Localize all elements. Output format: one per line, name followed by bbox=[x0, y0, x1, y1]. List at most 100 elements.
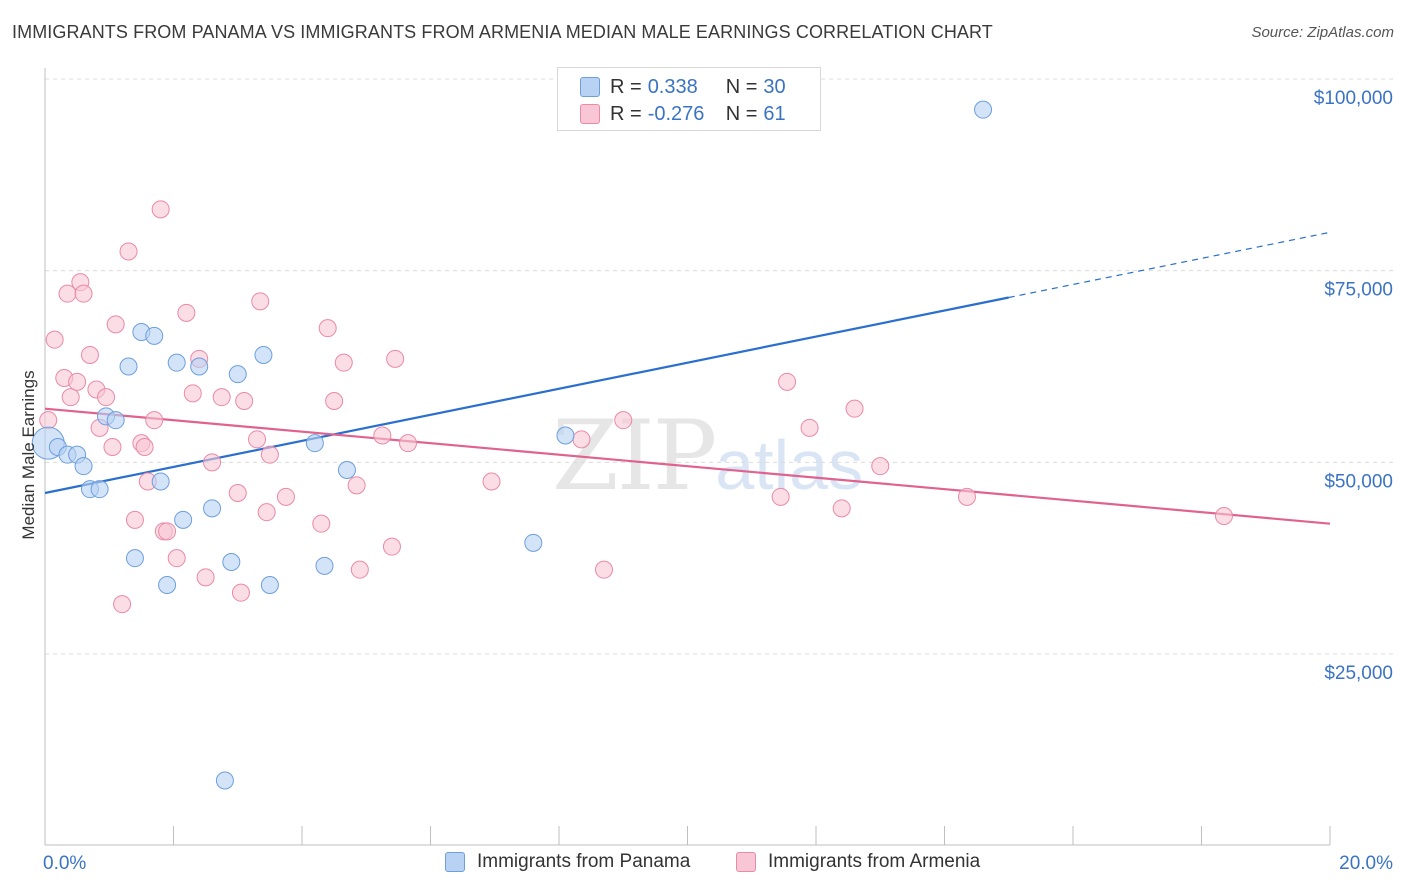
legend-row-panama: R = 0.338 N = 30 bbox=[580, 74, 786, 100]
panama-legend-swatch bbox=[445, 852, 465, 872]
legend-label-panama: Immigrants from Panama bbox=[477, 851, 691, 872]
panama-point bbox=[74, 457, 93, 476]
armenia-point bbox=[800, 418, 819, 437]
armenia-point bbox=[318, 319, 337, 338]
armenia-point bbox=[125, 510, 144, 529]
y-tick-label: $75,000 bbox=[1324, 280, 1393, 301]
armenia-point bbox=[177, 303, 196, 322]
r-value-armenia: -0.276 bbox=[647, 102, 705, 125]
armenia-point bbox=[235, 392, 254, 410]
armenia-point bbox=[778, 372, 797, 391]
y-tick-label: $25,000 bbox=[1324, 663, 1393, 684]
armenia-point bbox=[61, 388, 80, 407]
panama-point bbox=[222, 553, 241, 571]
armenia-point bbox=[45, 330, 64, 349]
armenia-point bbox=[399, 434, 418, 453]
armenia-point bbox=[257, 503, 276, 522]
panama-point bbox=[174, 510, 193, 529]
n-label: N = bbox=[725, 102, 758, 125]
r-label: R = bbox=[610, 102, 642, 125]
armenia-point bbox=[39, 411, 58, 430]
panama-point bbox=[106, 411, 125, 430]
x-tick-label-max: 20.0% bbox=[1339, 853, 1393, 874]
panama-point bbox=[228, 365, 247, 384]
panama-point bbox=[125, 549, 144, 568]
armenia-point bbox=[482, 472, 501, 491]
axes bbox=[44, 68, 1331, 846]
stats-legend: R = 0.338 N = 30 R = -0.276 N = 61 bbox=[557, 67, 821, 131]
panama-trend-extension bbox=[1008, 231, 1331, 299]
x-tick-label-min: 0.0% bbox=[43, 853, 86, 874]
armenia-point bbox=[248, 430, 267, 449]
armenia-point bbox=[572, 430, 591, 449]
panama-point bbox=[524, 533, 543, 552]
armenia-point bbox=[845, 399, 864, 418]
armenia-point bbox=[312, 514, 331, 533]
panama-point bbox=[556, 426, 575, 445]
legend-item-armenia[interactable]: Immigrants from Armenia bbox=[736, 851, 980, 873]
armenia-point bbox=[167, 549, 186, 568]
armenia-point bbox=[771, 487, 790, 506]
armenia-point bbox=[347, 476, 366, 495]
armenia-point bbox=[74, 284, 93, 303]
panama-point bbox=[974, 100, 993, 119]
panama-point bbox=[337, 461, 356, 479]
armenia-point bbox=[228, 484, 247, 502]
armenia-swatch bbox=[580, 104, 600, 124]
armenia-point bbox=[1214, 507, 1233, 525]
armenia-point bbox=[334, 353, 353, 372]
legend-label-armenia: Immigrants from Armenia bbox=[768, 851, 981, 872]
armenia-point bbox=[251, 292, 270, 311]
armenia-point bbox=[68, 372, 87, 391]
panama-point bbox=[190, 357, 209, 376]
armenia-point bbox=[119, 242, 138, 261]
panama-point bbox=[158, 576, 177, 594]
armenia-point bbox=[325, 392, 344, 410]
armenia-point bbox=[832, 499, 851, 518]
gridlines bbox=[45, 78, 1393, 655]
armenia-point bbox=[614, 411, 633, 430]
legend-row-armenia: R = -0.276 N = 61 bbox=[580, 101, 786, 127]
legend-item-panama[interactable]: Immigrants from Panama bbox=[445, 851, 690, 873]
armenia-point bbox=[594, 560, 613, 579]
r-value-panama: 0.338 bbox=[647, 75, 698, 98]
axis-labels: $25,000 $50,000 $75,000 $100,000 0.0% 20.0% Me… bbox=[19, 88, 1393, 874]
panama-point bbox=[145, 326, 164, 345]
armenia-point bbox=[373, 426, 392, 445]
armenia-point bbox=[260, 445, 279, 464]
armenia-point bbox=[871, 457, 890, 476]
panama-point bbox=[305, 434, 324, 453]
source-attribution: Source: ZipAtlas.com bbox=[1251, 24, 1394, 41]
armenia-point bbox=[97, 388, 116, 407]
armenia-point bbox=[212, 388, 231, 407]
armenia-point bbox=[196, 568, 215, 587]
armenia-point bbox=[158, 522, 177, 541]
y-axis-title: Median Male Earnings bbox=[19, 370, 38, 539]
r-label: R = bbox=[610, 75, 642, 98]
chart-title: IMMIGRANTS FROM PANAMA VS IMMIGRANTS FRO… bbox=[12, 22, 993, 42]
armenia-point bbox=[957, 487, 976, 506]
armenia-trend-line bbox=[44, 407, 1331, 525]
data-points bbox=[31, 100, 1233, 790]
panama-point bbox=[203, 499, 222, 518]
armenia-point bbox=[350, 560, 369, 579]
armenia-point bbox=[151, 200, 170, 219]
armenia-point bbox=[103, 438, 122, 456]
armenia-point bbox=[113, 595, 132, 614]
panama-point bbox=[90, 480, 109, 499]
panama-point bbox=[315, 556, 334, 575]
y-tick-label: $100,000 bbox=[1314, 88, 1393, 109]
y-tick-label: $50,000 bbox=[1324, 471, 1393, 492]
panama-point bbox=[215, 771, 234, 790]
panama-swatch bbox=[580, 77, 600, 97]
armenia-point bbox=[80, 346, 99, 364]
armenia-point bbox=[145, 411, 164, 430]
armenia-point bbox=[386, 349, 405, 368]
panama-point bbox=[119, 357, 138, 376]
armenia-point bbox=[276, 487, 295, 506]
panama-point bbox=[151, 472, 170, 491]
panama-point bbox=[167, 353, 186, 372]
panama-point bbox=[254, 346, 273, 364]
series-legend: Immigrants from Panama Immigrants from A… bbox=[0, 851, 1406, 877]
